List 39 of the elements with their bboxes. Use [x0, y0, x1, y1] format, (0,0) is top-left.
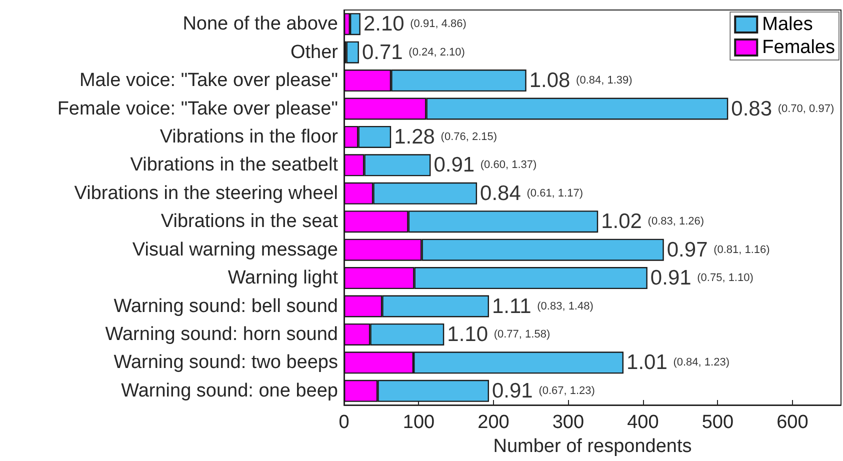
annotation: 0.91 (0.75, 1.10) — [650, 266, 754, 290]
x-tick-label: 500 — [702, 412, 734, 433]
annotation: 0.84 (0.61, 1.17) — [480, 182, 584, 205]
annotation: 1.10 (0.77, 1.58) — [447, 322, 550, 346]
y-tick-label: Warning sound: one beep — [121, 380, 338, 402]
x-tick-label: 100 — [402, 412, 435, 433]
annotation: 0.91 (0.60, 1.37) — [434, 154, 537, 177]
annotation: 2.10 (0.91, 4.86) — [363, 12, 466, 36]
y-tick-label: Visual warning message — [132, 239, 338, 260]
y-tick-label: Warning sound: horn sound — [105, 324, 338, 345]
y-tick-label: Vibrations in the floor — [160, 126, 339, 148]
y-tick-label: Vibrations in the steering wheel — [74, 182, 338, 204]
y-tick-label: None of the above — [182, 14, 338, 35]
y-tick-label: Warning sound: bell sound — [114, 296, 338, 317]
annotation: 0.97 (0.81, 1.16) — [666, 238, 770, 262]
legend-label: Males — [762, 14, 813, 35]
x-tick-label: 300 — [552, 412, 584, 433]
y-tick-label: Male voice: "Take over please" — [79, 70, 338, 92]
y-tick-label: Vibrations in the seatbelt — [130, 154, 339, 176]
annotation: 0.71 (0.24, 2.10) — [362, 40, 465, 64]
annotation: 0.83 (0.70, 0.97) — [731, 97, 834, 120]
legend-label: Females — [762, 37, 836, 58]
y-tick-label: Female voice: "Take over please" — [57, 98, 338, 120]
x-tick-label: 400 — [627, 412, 659, 433]
y-tick-label: Warning light — [228, 268, 339, 289]
y-tick-label: Other — [290, 42, 339, 63]
annotation: 1.08 (0.84, 1.39) — [529, 69, 632, 92]
annotation: 0.91 (0.67, 1.23) — [492, 379, 595, 402]
annotation: 1.28 (0.76, 2.15) — [394, 125, 498, 148]
annotation: 1.02 (0.83, 1.26) — [601, 210, 704, 234]
x-tick-label: 600 — [776, 412, 808, 433]
bar — [346, 41, 359, 64]
annotation: 1.11 (0.83, 1.48) — [492, 294, 594, 318]
y-tick-label: Warning sound: two beeps — [114, 352, 338, 374]
y-tick-label: Vibrations in the seat — [160, 211, 339, 232]
x-tick-label: 200 — [478, 412, 510, 433]
x-axis-title: Number of respondents — [493, 436, 692, 457]
annotation: 1.01 (0.84, 1.23) — [626, 351, 730, 374]
x-tick-label: 0 — [338, 412, 350, 433]
